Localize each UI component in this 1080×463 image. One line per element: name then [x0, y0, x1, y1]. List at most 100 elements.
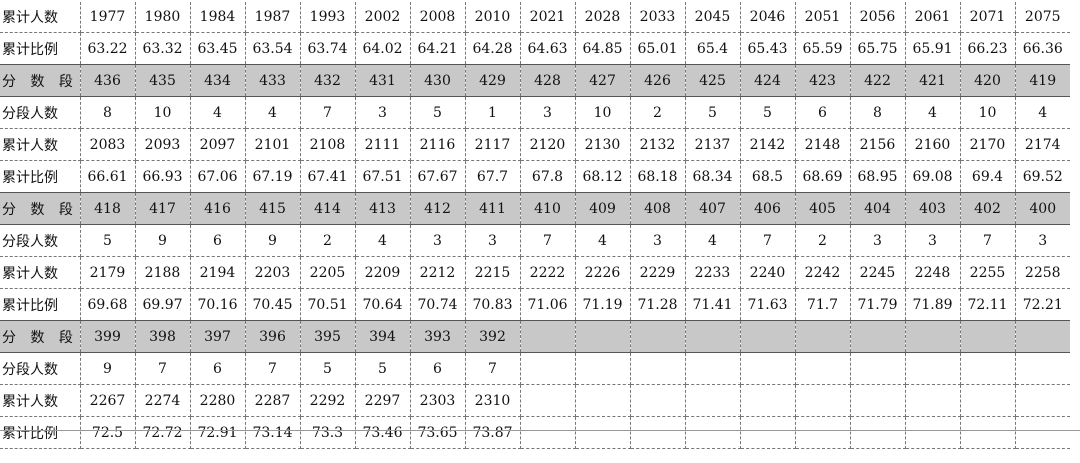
table-cell[interactable]: 419: [1015, 64, 1070, 97]
table-cell[interactable]: 432: [300, 64, 356, 97]
row-label[interactable]: 累计人数: [0, 2, 81, 33]
table-cell[interactable]: 6: [190, 352, 246, 385]
table-cell[interactable]: 67.67: [410, 160, 466, 193]
table-cell[interactable]: 2160: [905, 128, 961, 161]
table-cell[interactable]: 2274: [135, 384, 191, 417]
table-cell[interactable]: 70.83: [465, 288, 521, 321]
table-cell[interactable]: [960, 384, 1016, 417]
table-cell[interactable]: 2075: [1015, 2, 1070, 33]
table-cell[interactable]: 406: [740, 192, 796, 225]
table-cell[interactable]: 2101: [245, 128, 301, 161]
table-cell[interactable]: 2033: [630, 2, 686, 33]
table-cell[interactable]: 2267: [80, 384, 136, 417]
table-cell[interactable]: 8: [80, 96, 136, 129]
table-cell[interactable]: 6: [795, 96, 851, 129]
table-cell[interactable]: [740, 320, 796, 353]
table-cell[interactable]: 2245: [850, 256, 906, 289]
table-cell[interactable]: 10: [960, 96, 1016, 129]
table-cell[interactable]: 63.45: [190, 32, 246, 65]
table-cell[interactable]: 5: [410, 96, 466, 129]
table-cell[interactable]: 3: [850, 224, 906, 257]
table-cell[interactable]: 2120: [520, 128, 576, 161]
table-cell[interactable]: 2170: [960, 128, 1016, 161]
table-cell[interactable]: 72.11: [960, 288, 1016, 321]
table-cell[interactable]: 64.28: [465, 32, 521, 65]
row-label[interactable]: 累计人数: [0, 256, 81, 289]
table-cell[interactable]: 6: [190, 224, 246, 257]
table-cell[interactable]: 2045: [685, 2, 741, 33]
table-cell[interactable]: 7: [960, 224, 1016, 257]
table-cell[interactable]: 416: [190, 192, 246, 225]
table-cell[interactable]: 2130: [575, 128, 631, 161]
table-cell[interactable]: 65.01: [630, 32, 686, 65]
table-cell[interactable]: 4: [575, 224, 631, 257]
table-cell[interactable]: [795, 320, 851, 353]
table-cell[interactable]: 425: [685, 64, 741, 97]
table-cell[interactable]: 2188: [135, 256, 191, 289]
table-cell[interactable]: 7: [135, 352, 191, 385]
table-cell[interactable]: 67.8: [520, 160, 576, 193]
table-cell[interactable]: 2156: [850, 128, 906, 161]
table-cell[interactable]: 396: [245, 320, 301, 353]
table-cell[interactable]: 1: [465, 96, 521, 129]
table-cell[interactable]: 403: [905, 192, 961, 225]
table-cell[interactable]: 10: [575, 96, 631, 129]
table-cell[interactable]: [740, 352, 796, 385]
table-cell[interactable]: 2310: [465, 384, 521, 417]
table-cell[interactable]: [960, 352, 1016, 385]
table-cell[interactable]: 395: [300, 320, 356, 353]
table-cell[interactable]: 71.19: [575, 288, 631, 321]
row-label[interactable]: 分段人数: [0, 224, 81, 257]
table-cell[interactable]: 69.52: [1015, 160, 1070, 193]
row-label[interactable]: 累计比例: [0, 160, 81, 193]
table-cell[interactable]: 411: [465, 192, 521, 225]
table-cell[interactable]: 71.89: [905, 288, 961, 321]
table-cell[interactable]: 3: [355, 96, 411, 129]
table-cell[interactable]: 434: [190, 64, 246, 97]
table-cell[interactable]: 2093: [135, 128, 191, 161]
table-cell[interactable]: 67.7: [465, 160, 521, 193]
table-cell[interactable]: [520, 320, 576, 353]
table-cell[interactable]: 73.87: [465, 416, 521, 449]
table-cell[interactable]: 63.32: [135, 32, 191, 65]
table-cell[interactable]: 1984: [190, 2, 246, 33]
table-cell[interactable]: 64.63: [520, 32, 576, 65]
table-cell[interactable]: 1993: [300, 2, 356, 33]
table-cell[interactable]: 71.63: [740, 288, 796, 321]
table-cell[interactable]: 70.74: [410, 288, 466, 321]
table-cell[interactable]: [575, 416, 631, 449]
row-label[interactable]: 累计比例: [0, 32, 81, 65]
table-cell[interactable]: [850, 416, 906, 449]
table-cell[interactable]: 2: [630, 96, 686, 129]
table-cell[interactable]: 2297: [355, 384, 411, 417]
table-cell[interactable]: 9: [135, 224, 191, 257]
table-cell[interactable]: 69.08: [905, 160, 961, 193]
table-cell[interactable]: [520, 352, 576, 385]
table-cell[interactable]: [685, 320, 741, 353]
table-cell[interactable]: 2148: [795, 128, 851, 161]
table-cell[interactable]: 65.75: [850, 32, 906, 65]
table-cell[interactable]: 73.65: [410, 416, 466, 449]
table-cell[interactable]: 2071: [960, 2, 1016, 33]
table-cell[interactable]: 9: [245, 224, 301, 257]
table-cell[interactable]: 415: [245, 192, 301, 225]
table-cell[interactable]: 2051: [795, 2, 851, 33]
table-cell[interactable]: 2142: [740, 128, 796, 161]
table-cell[interactable]: 68.5: [740, 160, 796, 193]
table-cell[interactable]: 2021: [520, 2, 576, 33]
table-cell[interactable]: 4: [685, 224, 741, 257]
table-cell[interactable]: 2097: [190, 128, 246, 161]
table-cell[interactable]: 3: [465, 224, 521, 257]
table-cell[interactable]: 422: [850, 64, 906, 97]
table-cell[interactable]: 397: [190, 320, 246, 353]
table-cell[interactable]: 73.46: [355, 416, 411, 449]
row-label[interactable]: 分段人数: [0, 352, 81, 385]
table-cell[interactable]: 2212: [410, 256, 466, 289]
table-cell[interactable]: [850, 352, 906, 385]
table-cell[interactable]: 402: [960, 192, 1016, 225]
table-cell[interactable]: 2248: [905, 256, 961, 289]
table-cell[interactable]: 69.68: [80, 288, 136, 321]
table-cell[interactable]: 4: [1015, 96, 1070, 129]
table-cell[interactable]: 68.12: [575, 160, 631, 193]
table-cell[interactable]: 6: [410, 352, 466, 385]
